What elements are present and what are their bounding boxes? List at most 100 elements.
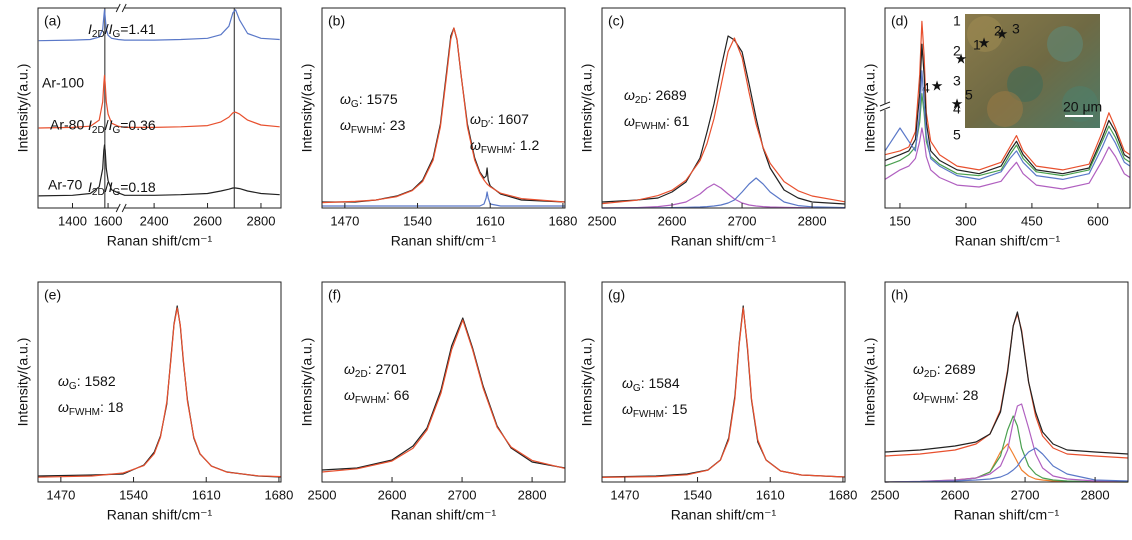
annotation-part: ω	[340, 91, 351, 107]
annotation-part: : 1607	[490, 111, 529, 127]
annotation-part: ω	[622, 401, 633, 417]
annotation-part: =0.36	[120, 117, 156, 133]
annotation-part: G	[69, 381, 77, 392]
spectrum	[884, 403, 1129, 483]
annotation-part: I	[109, 179, 113, 195]
panel: 1470 1540 1610 1680 (g) Ranan shift/cm⁻¹ Inten…	[579, 281, 857, 523]
annotation-part: ω	[344, 387, 355, 403]
spectrum	[38, 9, 280, 42]
panel: Ar-100 Ar-80 Ar-70 1400 1600 2400 2600 2800 (a) R…	[15, 3, 282, 249]
annotation-part: : 66	[386, 387, 410, 403]
inset-texture	[1007, 66, 1043, 102]
panel: 2500 2600 2700 2800 (f) Ranan shift/cm⁻¹ Inten…	[299, 281, 566, 523]
x-axis-label: Ranan shift/cm⁻¹	[671, 507, 777, 523]
axis-break	[115, 3, 121, 13]
x-axis-label: Ranan shift/cm⁻¹	[107, 507, 213, 523]
annotation-part: 2D	[92, 125, 105, 136]
annotation-part: : 1.2	[512, 137, 539, 153]
panel-label: (d)	[891, 13, 908, 29]
annotation-part: I	[88, 21, 92, 37]
spectrum	[37, 307, 282, 478]
annotation-part: FWHM	[351, 125, 382, 136]
annotation: ω2D: 2689	[624, 87, 687, 106]
x-tick-label: 2600	[378, 487, 407, 502]
x-tick-label: 2700	[728, 213, 757, 228]
x-axis-label: Ranan shift/cm⁻¹	[107, 233, 213, 249]
annotation-part: /	[105, 21, 109, 37]
annotation-part: : 1584	[641, 375, 680, 391]
y-axis-label: Intensity/(a.u.)	[299, 338, 315, 427]
annotation-part: ω	[344, 361, 355, 377]
x-tick-label: 1680	[828, 487, 857, 502]
annotation: ωFWHM: 18	[58, 399, 124, 418]
x-tick-label: 1540	[683, 487, 712, 502]
spectrum	[601, 183, 846, 209]
x-tick-label: 1400	[58, 213, 87, 228]
inset-point-label: 4	[922, 80, 930, 96]
axis-break-gap	[118, 206, 125, 210]
annotation-part: : 1582	[77, 373, 116, 389]
series-label: 5	[953, 127, 961, 143]
series-label: Ar-80	[50, 117, 84, 133]
annotation-part: FWHM	[355, 395, 386, 406]
y-axis-label: Intensity/(a.u.)	[862, 64, 878, 153]
x-tick-label: 1470	[330, 213, 359, 228]
annotation-part: ω	[470, 111, 481, 127]
inset-point-label: 5	[965, 87, 973, 103]
annotation: ωD′: 1607	[470, 111, 529, 130]
panel: 1470 1540 1610 1680 (b) Ranan shift/cm⁻¹ Inten…	[299, 7, 577, 249]
y-axis-label: Intensity/(a.u.)	[299, 64, 315, 153]
x-axis-label: Ranan shift/cm⁻¹	[955, 233, 1061, 249]
panel-label: (b)	[328, 13, 345, 29]
annotation-part: FWHM	[69, 407, 100, 418]
plot-frame	[321, 281, 566, 483]
annotation-part: ω	[624, 113, 635, 129]
x-tick-label: 1610	[476, 213, 505, 228]
spectrum	[322, 191, 565, 207]
annotation: I2D/IG=1.41	[88, 21, 156, 40]
inset-star: ★	[978, 35, 991, 51]
plot-frame	[37, 7, 282, 209]
panel-label: (c)	[608, 13, 624, 29]
x-tick-label: 2800	[247, 213, 276, 228]
series-label: 2	[953, 43, 961, 59]
spectrum	[601, 35, 846, 205]
annotation-part: ω	[913, 387, 924, 403]
annotation-part: G	[112, 187, 120, 198]
x-tick-label: 2600	[193, 213, 222, 228]
annotation: ωFWHM: 61	[624, 113, 690, 132]
series-label: Ar-100	[42, 75, 84, 91]
axis-break-gap	[882, 104, 888, 110]
annotation-part: 2D	[355, 369, 368, 380]
panel: 2500 2600 2700 2800 (c) Ranan shift/cm⁻¹ Inten…	[579, 7, 846, 249]
annotation-part: ω	[340, 117, 351, 133]
x-tick-label: 2500	[308, 487, 337, 502]
spectrum	[602, 177, 846, 209]
x-axis-label: Ranan shift/cm⁻¹	[391, 507, 497, 523]
annotation-part: 2D	[92, 29, 105, 40]
annotation-part: : 1575	[359, 91, 398, 107]
x-tick-label: 2800	[798, 213, 827, 228]
annotation-part: : 23	[382, 117, 406, 133]
panel-label: (g)	[608, 287, 625, 303]
annotation-part: ω	[913, 361, 924, 377]
x-tick-label: 600	[1087, 213, 1109, 228]
panel-label: (e)	[44, 287, 61, 303]
plot-frame	[884, 281, 1129, 483]
annotation-part: I	[109, 21, 113, 37]
inset-texture	[1047, 26, 1083, 62]
x-tick-label: 2600	[941, 487, 970, 502]
y-axis-label: Intensity/(a.u.)	[579, 338, 595, 427]
spectrum	[884, 70, 1131, 180]
annotation-part: : 2689	[937, 361, 976, 377]
annotation-part: 2D	[924, 369, 937, 380]
series-label: Ar-70	[48, 177, 82, 193]
series-label: 1	[953, 13, 961, 29]
x-tick-label: 450	[1021, 213, 1043, 228]
inset-star: ★	[955, 51, 968, 67]
panel-label: (h)	[891, 287, 908, 303]
annotation-part: /	[105, 117, 109, 133]
x-tick-label: 2700	[448, 487, 477, 502]
annotation: ωFWHM: 15	[622, 401, 688, 420]
panel: 1470 1540 1610 1680 (e) Ranan shift/cm⁻¹ Inten…	[15, 281, 293, 523]
